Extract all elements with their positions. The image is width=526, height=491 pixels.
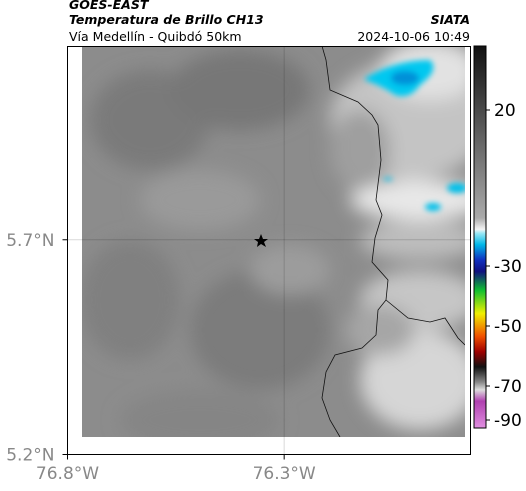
source-label: SIATA (431, 12, 470, 27)
satellite-label: GOES-EAST (69, 0, 150, 12)
x-tick-label: 76.3°W (253, 464, 316, 484)
colorbar (473, 45, 487, 429)
colorbar-tick-label: -30 (494, 257, 522, 277)
region-label: Vía Medellín - Quibdó 50km (69, 29, 242, 44)
colorbar-tick-label: -70 (494, 377, 522, 397)
colorbar-tick-label: -50 (494, 317, 522, 337)
y-tick-label: 5.2°N (6, 446, 54, 466)
satellite-image (82, 46, 465, 437)
city-marker (254, 234, 268, 247)
colorbar-tick-label: 20 (494, 101, 516, 121)
datetime-label: 2024-10-06 10:49 (357, 29, 470, 44)
y-tick-label: 5.7°N (6, 231, 54, 251)
x-tick-label: 76.8°W (36, 464, 99, 484)
product-label: Temperatura de Brillo CH13 (69, 12, 264, 27)
colorbar-tick-label: -90 (494, 411, 522, 431)
map-frame (67, 46, 471, 455)
